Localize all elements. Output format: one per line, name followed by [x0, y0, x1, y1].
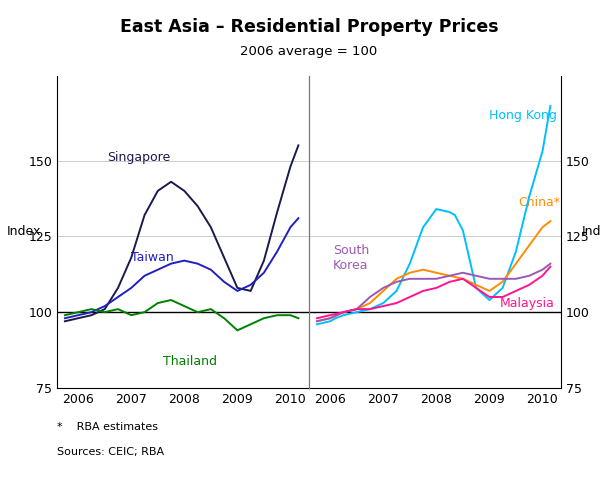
Text: 2006 average = 100: 2006 average = 100 — [241, 45, 377, 58]
Text: Hong Kong: Hong Kong — [490, 108, 557, 122]
Text: Malaysia: Malaysia — [500, 297, 555, 309]
Text: South
Korea: South Korea — [333, 244, 369, 272]
Text: Index: Index — [581, 225, 600, 238]
Text: China*: China* — [518, 197, 560, 209]
Text: Index: Index — [7, 225, 41, 238]
Text: Sources: CEIC; RBA: Sources: CEIC; RBA — [57, 447, 164, 456]
Text: Taiwan: Taiwan — [131, 251, 174, 264]
Text: *    RBA estimates: * RBA estimates — [57, 422, 158, 432]
Text: Thailand: Thailand — [163, 355, 217, 367]
Text: East Asia – Residential Property Prices: East Asia – Residential Property Prices — [119, 18, 499, 36]
Text: Singapore: Singapore — [107, 151, 171, 163]
